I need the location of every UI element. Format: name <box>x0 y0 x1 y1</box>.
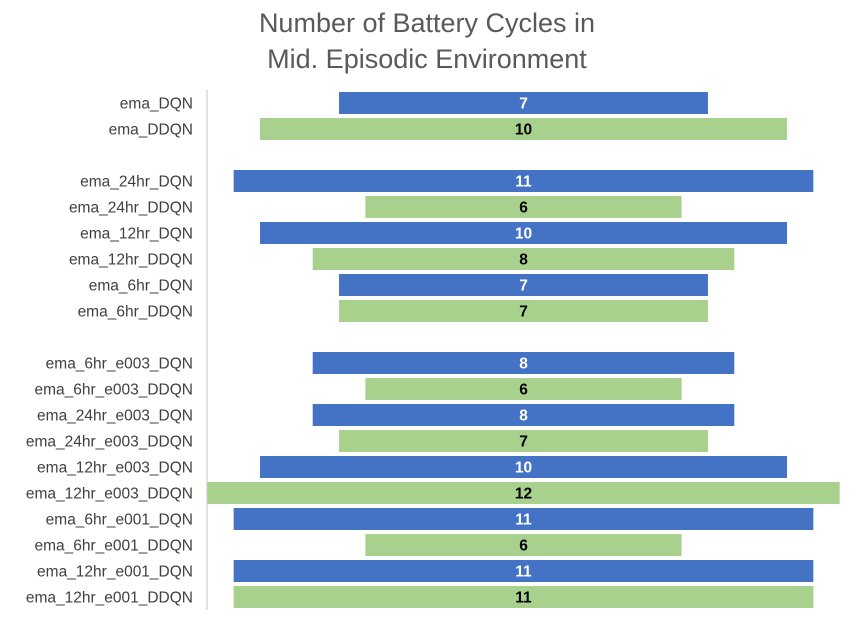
bar-ema_24hr_DQN <box>233 170 814 192</box>
data-label: 6 <box>519 382 528 399</box>
data-label: 10 <box>515 122 532 139</box>
bar-ema_12hr_e001_DDQN <box>233 586 814 608</box>
bar-ema_24hr_e003_DQN <box>312 404 735 426</box>
data-label: 7 <box>519 278 528 295</box>
chart-title-line-2: Mid. Episodic Environment <box>267 44 587 74</box>
category-label: ema_6hr_DDQN <box>78 304 193 321</box>
data-label: 8 <box>519 356 528 373</box>
category-label: ema_12hr_DDQN <box>69 252 193 269</box>
bar-ema_12hr_DDQN <box>312 248 735 270</box>
bar-ema_6hr_e001_DDQN <box>365 534 682 556</box>
bar-ema_DQN <box>339 92 708 114</box>
category-label: ema_DQN <box>120 96 193 113</box>
category-label: ema_6hr_e001_DQN <box>46 512 193 529</box>
data-label: 7 <box>519 434 528 451</box>
bar-ema_6hr_e001_DQN <box>233 508 814 530</box>
category-label: ema_6hr_e003_DDQN <box>34 382 193 399</box>
category-label: ema_12hr_DQN <box>80 226 193 243</box>
category-label: ema_12hr_e001_DQN <box>37 564 193 581</box>
data-label: 12 <box>515 486 532 503</box>
bar-ema_6hr_e003_DQN <box>312 352 735 374</box>
bar-ema_24hr_e003_DDQN <box>339 430 708 452</box>
bar-ema_DDQN <box>260 118 787 140</box>
data-label: 11 <box>515 590 532 607</box>
category-label: ema_24hr_DQN <box>80 174 193 191</box>
category-label: ema_12hr_e003_DDQN <box>26 486 193 503</box>
category-label: ema_12hr_e001_DDQN <box>26 590 193 607</box>
data-label: 11 <box>515 564 532 581</box>
data-label: 7 <box>519 304 528 321</box>
bar-ema_6hr_e003_DDQN <box>365 378 682 400</box>
bar-ema_12hr_e003_DQN <box>260 456 787 478</box>
data-label: 10 <box>515 226 532 243</box>
bar-ema_12hr_DQN <box>260 222 787 244</box>
category-label: ema_24hr_e003_DDQN <box>26 434 193 451</box>
bar-ema_24hr_DDQN <box>365 196 682 218</box>
bar-ema_6hr_DDQN <box>339 300 708 322</box>
bar-ema_6hr_DQN <box>339 274 708 296</box>
data-label: 10 <box>515 460 532 477</box>
bar-ema_12hr_e003_DDQN <box>207 482 840 504</box>
data-label: 11 <box>515 174 532 191</box>
category-label: ema_DDQN <box>109 122 193 139</box>
category-label: ema_6hr_e003_DQN <box>46 356 193 373</box>
category-label: ema_6hr_e001_DDQN <box>34 538 193 555</box>
data-label: 8 <box>519 252 528 269</box>
category-label: ema_6hr_DQN <box>89 278 193 295</box>
category-label: ema_24hr_DDQN <box>69 200 193 217</box>
data-label: 8 <box>519 408 528 425</box>
chart-title-line-1: Number of Battery Cycles in <box>258 8 596 38</box>
data-label: 11 <box>515 512 532 529</box>
bar-ema_12hr_e001_DQN <box>233 560 814 582</box>
data-label: 6 <box>519 538 528 555</box>
data-label: 7 <box>519 96 528 113</box>
category-label: ema_24hr_e003_DQN <box>37 408 193 425</box>
data-label: 6 <box>519 200 528 217</box>
category-label: ema_12hr_e003_DQN <box>37 460 193 477</box>
